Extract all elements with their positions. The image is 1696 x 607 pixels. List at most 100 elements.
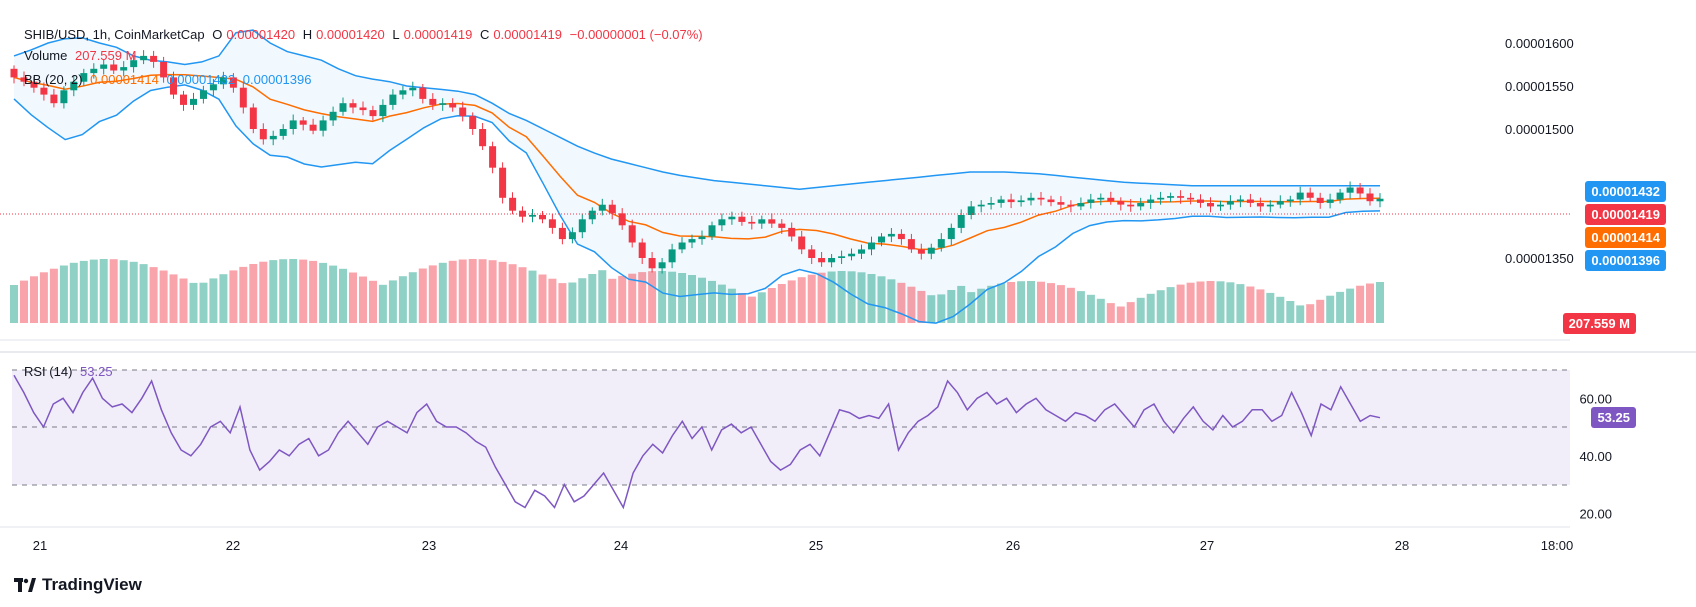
volume-bar (329, 265, 338, 323)
volume-bar (518, 267, 527, 323)
candle-body (1326, 199, 1334, 203)
volume-bar (508, 264, 517, 323)
volume-bar (1116, 306, 1125, 323)
volume-bar (638, 272, 647, 323)
time-tick-label: 26 (1006, 538, 1020, 553)
volume-bar (428, 265, 437, 323)
candle-body (868, 242, 875, 250)
volume-bar (378, 284, 387, 323)
candle-body (1157, 197, 1165, 200)
candle-body (718, 219, 726, 226)
time-tick-label: 28 (1395, 538, 1409, 553)
volume-bar (438, 262, 447, 323)
volume-bar (1206, 281, 1215, 323)
volume-bar (1286, 301, 1295, 323)
candle-body (509, 197, 517, 211)
candle-body (1226, 201, 1234, 205)
candle-body (1356, 187, 1364, 194)
candle-body (170, 77, 177, 95)
volume-bar (1156, 290, 1165, 323)
volume-bar (1146, 293, 1155, 323)
volume-bar (887, 279, 896, 323)
volume-bar (20, 280, 28, 323)
volume-bar (648, 271, 657, 323)
candle-body (878, 236, 885, 243)
price-tick-label: 0.00001350 (1505, 251, 1574, 266)
volume-bar (1326, 295, 1335, 323)
candle-body (858, 249, 865, 254)
candle-body (469, 116, 477, 129)
candle-body (698, 236, 706, 240)
rsi-line (13, 374, 1381, 510)
volume-bar (49, 268, 58, 323)
volume-bar (289, 259, 298, 323)
candle-body (180, 94, 187, 105)
o-label: O (212, 27, 223, 42)
rsi-axis[interactable]: 60.00 40.00 20.00 (1579, 391, 1612, 521)
volume-bar (229, 270, 238, 323)
volume-legend[interactable]: Volume 207.559 M (24, 48, 140, 64)
candle-body (259, 129, 267, 140)
candle-body (489, 146, 497, 168)
tradingview-logo[interactable]: TradingView (14, 575, 142, 595)
bb-legend[interactable]: BB (20, 2) 0.00001414 0.00001432 0.00001… (24, 72, 315, 88)
volume-bar (1306, 304, 1315, 323)
bb-upper-tag: 0.00001432 (1585, 181, 1666, 202)
volume-bar (528, 270, 537, 323)
candle-body (568, 232, 576, 240)
l-label: L (392, 27, 400, 42)
tradingview-icon (14, 578, 36, 592)
candle-body (708, 225, 716, 237)
volume-bar (1296, 305, 1305, 323)
volume-bar (259, 261, 268, 323)
candle-body (588, 210, 596, 220)
volume-bar (139, 264, 148, 323)
volume-bar (30, 276, 38, 323)
bb-basis-value: 0.00001414 (90, 72, 159, 87)
candle-body (957, 215, 965, 228)
bb-lower-value: 0.00001396 (242, 72, 312, 87)
rsi-legend[interactable]: RSI (14) 53.25 (24, 364, 117, 380)
volume-label: Volume (24, 48, 68, 63)
time-axis[interactable]: 21 22 23 24 25 26 27 28 18:00 (33, 538, 1574, 553)
volume-bar (787, 280, 796, 323)
bb-basis-tag: 0.00001414 (1585, 227, 1666, 248)
volume-bar (737, 293, 746, 323)
volume-bar (159, 270, 168, 323)
candle-body (130, 60, 138, 68)
time-tick-label: 21 (33, 538, 47, 553)
volume-bar (99, 259, 108, 323)
volume-bar (388, 280, 397, 323)
volume-bar (1166, 287, 1175, 323)
last-price-tag: 0.00001419 (1585, 204, 1666, 225)
price-tick-label: 0.00001600 (1505, 36, 1574, 51)
c-label: C (479, 27, 490, 42)
volume-bar (907, 286, 916, 323)
volume-bar (807, 274, 816, 323)
time-tick-label: 24 (614, 538, 628, 553)
candle-body (788, 227, 796, 237)
symbol-title[interactable]: SHIB/USD, 1h, CoinMarketCap (24, 27, 205, 42)
candle-body (648, 258, 656, 269)
candle-body (60, 90, 68, 104)
volume-bar (468, 259, 477, 323)
volume-bar (458, 259, 467, 323)
volume-bar (1017, 281, 1026, 323)
price-pane (0, 29, 1570, 341)
volume-bar (1096, 298, 1105, 323)
volume-bar (937, 294, 946, 323)
candle-body (668, 249, 676, 263)
candle-body (1067, 204, 1075, 207)
candle-body (70, 81, 78, 91)
volume-bar (1316, 299, 1325, 323)
candle-body (1187, 197, 1195, 200)
volume-bar (1276, 296, 1285, 323)
candle-body (1236, 199, 1244, 202)
candle-body (389, 94, 397, 105)
volume-bar (817, 272, 826, 323)
candle-body (379, 104, 387, 117)
candle-body (1197, 199, 1204, 203)
price-axis[interactable]: 0.00001600 0.00001550 0.00001500 0.00001350 (1505, 36, 1574, 266)
candle-body (140, 55, 148, 61)
